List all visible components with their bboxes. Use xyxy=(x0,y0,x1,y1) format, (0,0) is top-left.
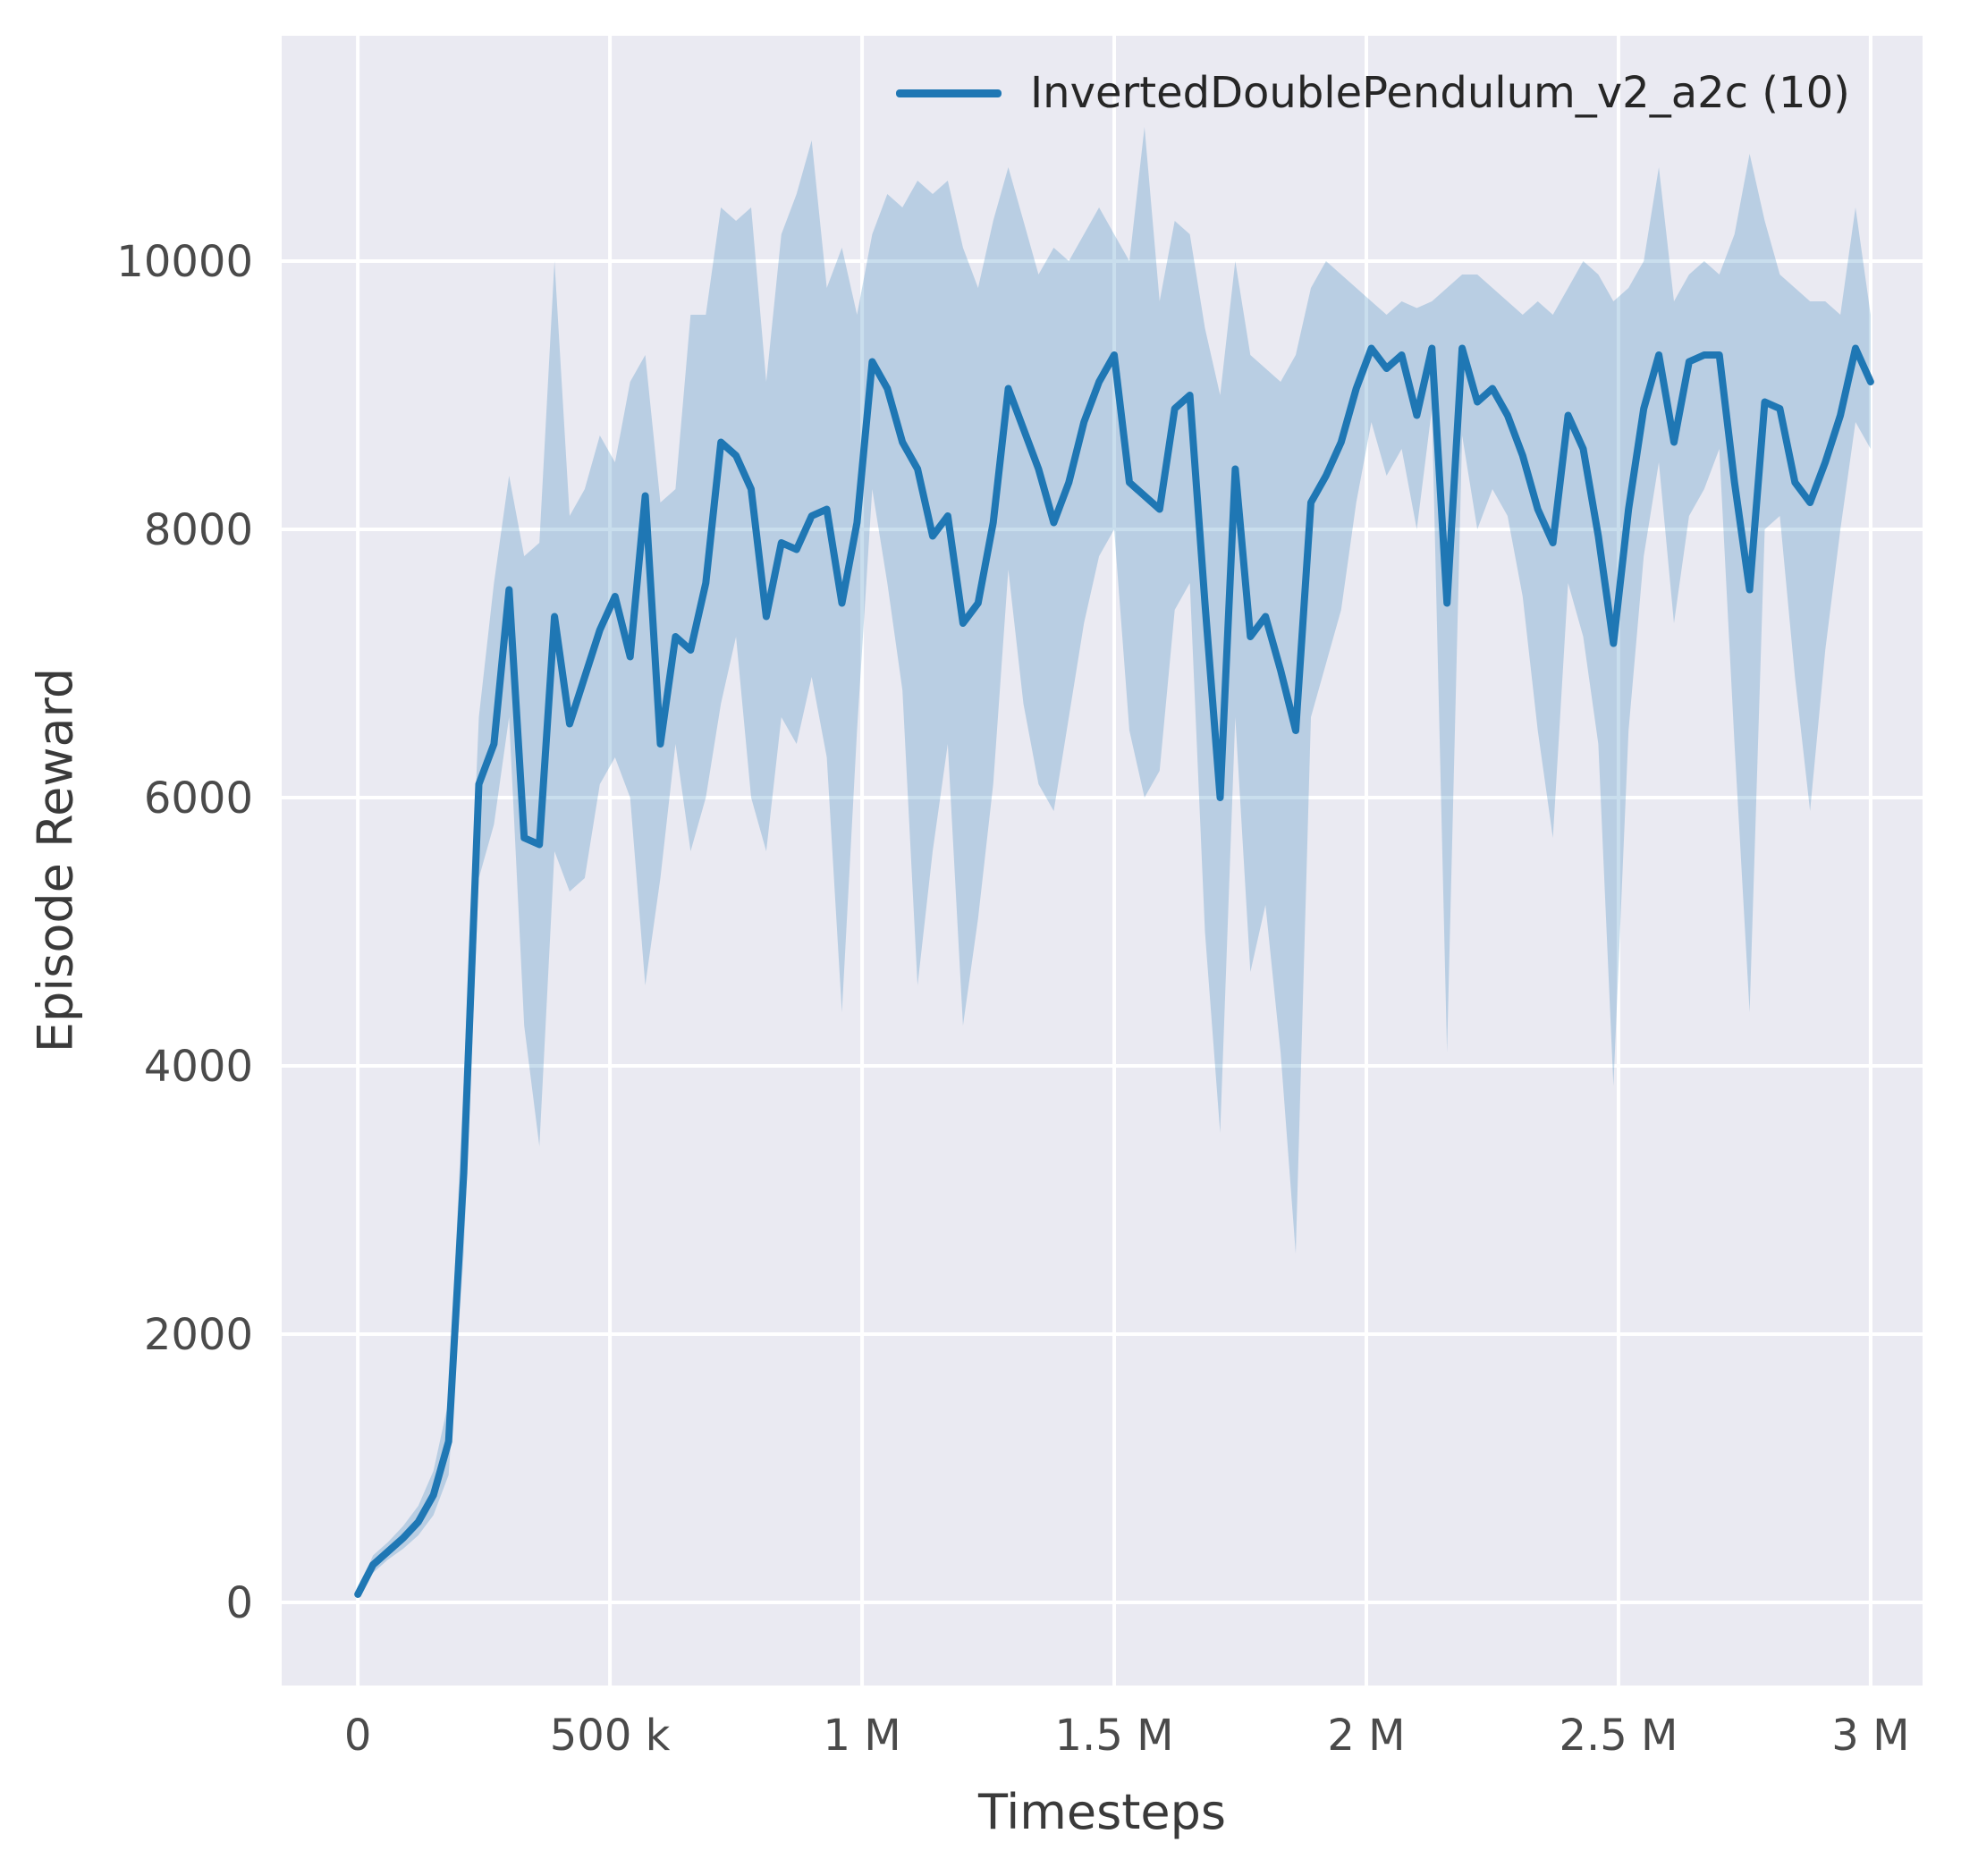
y-tick-label: 8000 xyxy=(144,505,253,555)
x-tick-label: 2.5 M xyxy=(1559,1711,1678,1761)
axes-background xyxy=(282,36,1923,1686)
y-tick-labels: 0 2000 4000 6000 8000 10000 xyxy=(116,237,253,1628)
confidence-band-polygon xyxy=(358,127,1871,1597)
mean-reward-polyline xyxy=(354,344,1874,1598)
x-tick-label: 1.5 M xyxy=(1055,1711,1174,1761)
y-tick-label: 6000 xyxy=(144,773,253,824)
x-tick-label: 500 k xyxy=(550,1711,671,1761)
legend-label: InvertedDoublePendulum_v2_a2c (10) xyxy=(1030,68,1850,118)
x-tick-label: 1 M xyxy=(823,1711,900,1761)
plot-background xyxy=(282,36,1923,1686)
x-axis-label: Timesteps xyxy=(977,1784,1227,1840)
x-tick-label: 3 M xyxy=(1831,1711,1909,1761)
y-tick-label: 10000 xyxy=(116,237,253,287)
mean-reward-line xyxy=(354,344,1874,1598)
y-tick-label: 4000 xyxy=(144,1042,253,1092)
y-axis-label: Episode Reward xyxy=(27,667,84,1053)
y-tick-label: 0 xyxy=(225,1578,253,1628)
legend-line-swatch xyxy=(896,89,1002,97)
x-tick-label: 2 M xyxy=(1327,1711,1405,1761)
confidence-band xyxy=(358,127,1871,1597)
x-tick-label: 0 xyxy=(344,1711,372,1761)
y-tick-label: 2000 xyxy=(144,1310,253,1360)
x-tick-labels: 0 500 k 1 M 1.5 M 2 M 2.5 M 3 M xyxy=(344,1711,1910,1761)
grid-lines xyxy=(282,36,1923,1686)
legend: InvertedDoublePendulum_v2_a2c (10) xyxy=(896,68,1850,118)
